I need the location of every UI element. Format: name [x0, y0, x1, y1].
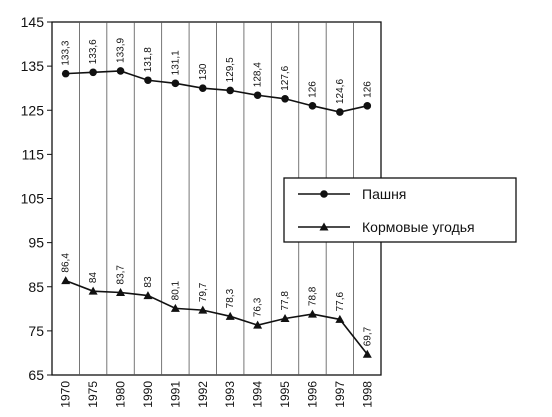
legend-marker-series-2 [319, 222, 329, 231]
data-label-series-1: 126 [307, 81, 318, 98]
data-point-series-2 [253, 320, 263, 329]
y-tick-label: 105 [21, 191, 45, 207]
y-tick-label: 65 [28, 367, 44, 383]
data-point-series-2 [116, 287, 126, 296]
x-tick-label: 1992 [196, 381, 210, 408]
series-line-1 [65, 70, 368, 113]
data-label-series-1: 129,5 [225, 57, 236, 82]
data-label-series-1: 127,6 [280, 65, 291, 90]
y-tick-label: 75 [28, 323, 44, 339]
x-tick-label: 1998 [360, 381, 374, 408]
data-point-series-2 [88, 286, 98, 295]
y-tick-label: 145 [21, 14, 45, 30]
x-tick-label: 1980 [114, 381, 128, 408]
data-label-series-1: 133,6 [88, 39, 99, 64]
data-label-series-1: 128,4 [253, 62, 264, 87]
data-point-series-1 [336, 108, 344, 116]
data-label-series-2: 86,4 [61, 253, 72, 273]
data-point-series-2 [225, 311, 235, 320]
data-label-series-2: 76,3 [253, 297, 264, 317]
data-point-series-1 [281, 94, 289, 103]
data-point-series-1 [308, 102, 317, 110]
y-tick-label: 85 [28, 279, 44, 295]
data-label-series-2: 83,7 [116, 265, 127, 285]
data-point-series-2 [280, 314, 290, 323]
x-tick-label: 1997 [333, 381, 347, 408]
data-labels: 133,3 133,6 133,9 131,8 131,1 130 129,5 128,4 12… [61, 38, 374, 347]
data-label-series-2: 83 [143, 276, 154, 288]
x-tick-label: 1975 [86, 381, 100, 408]
y-tick-label: 125 [21, 102, 45, 118]
data-label-series-2: 77,6 [335, 292, 346, 312]
legend-label-series-1: Пашня [362, 186, 406, 202]
y-tick-label: 95 [28, 235, 44, 251]
x-tick-label: 1990 [141, 381, 155, 408]
legend-marker-series-1 [320, 190, 328, 198]
y-tick-label: 135 [21, 58, 45, 74]
data-label-series-1: 133,9 [116, 38, 127, 63]
x-axis: 1970 1975 1980 1990 1991 1992 1993 1994 1995 1996… [59, 381, 375, 408]
data-point-series-1 [89, 68, 97, 77]
data-label-series-1: 124,6 [335, 79, 346, 104]
data-label-series-1: 126 [362, 81, 373, 98]
y-tick-label: 115 [22, 146, 45, 162]
data-point-series-2 [198, 305, 208, 314]
data-label-series-2: 80,1 [170, 280, 181, 300]
data-point-series-2 [362, 349, 372, 358]
data-label-series-1: 133,3 [61, 40, 72, 65]
y-axis: 65 75 85 95 105 115 125 135 145 [21, 14, 52, 383]
x-tick-label: 1993 [223, 381, 237, 408]
data-label-series-2: 69,7 [362, 326, 373, 346]
data-point-series-1 [226, 86, 235, 95]
data-label-series-1: 130 [198, 63, 209, 80]
data-label-series-2: 77,8 [280, 291, 291, 311]
data-point-series-1 [116, 67, 125, 75]
data-point-series-1 [253, 91, 262, 100]
data-label-series-2: 78,3 [225, 288, 236, 308]
data-point-series-1 [363, 102, 372, 110]
data-point-series-1 [171, 79, 180, 88]
data-point-series-2 [307, 309, 317, 318]
legend: Пашня Кормовые угодья [283, 177, 517, 243]
legend-box [283, 177, 517, 243]
data-label-series-2: 78,8 [307, 286, 318, 306]
x-tick-label: 1996 [305, 381, 319, 408]
data-label-series-2: 79,7 [198, 282, 209, 302]
data-point-series-1 [61, 69, 70, 78]
data-point-series-2 [61, 276, 71, 285]
data-point-series-2 [143, 291, 153, 300]
x-tick-label: 1995 [278, 381, 292, 408]
data-label-series-1: 131,1 [170, 50, 181, 75]
data-label-series-2: 84 [88, 272, 99, 284]
data-label-series-1: 131,8 [143, 47, 154, 72]
data-point-series-1 [144, 76, 152, 85]
x-tick-label: 1994 [251, 381, 265, 408]
data-point-series-1 [198, 84, 207, 92]
data-point-series-2 [170, 303, 180, 312]
x-tick-label: 1991 [168, 381, 182, 408]
legend-label-series-2: Кормовые угодья [362, 219, 475, 235]
x-tick-label: 1970 [59, 381, 73, 408]
data-point-series-2 [335, 314, 345, 323]
series-layer [61, 67, 372, 358]
series-line-2 [65, 279, 368, 355]
